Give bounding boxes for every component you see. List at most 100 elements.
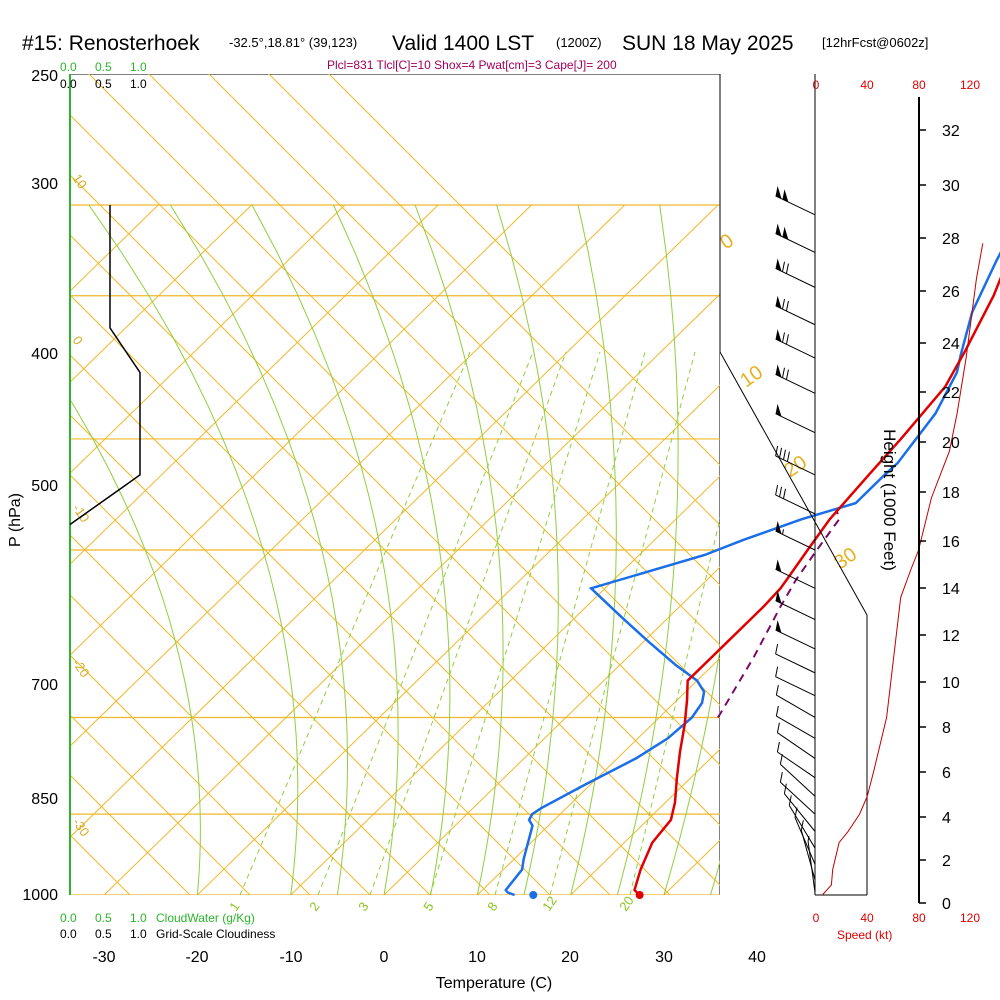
cloudiness-profile [69, 205, 141, 526]
wind-barb [775, 258, 816, 288]
wind-barb [776, 722, 816, 759]
height-tick-label: 12 [942, 628, 960, 645]
temp-tick-label: 40 [748, 949, 766, 966]
cloudwater-tick-bottom: 1.0 [130, 911, 147, 925]
mixing-ratio-label: 2 [306, 899, 322, 914]
pressure-tick-label: 300 [31, 176, 58, 193]
temp-tick-label: 30 [655, 949, 673, 966]
plot-frame [70, 74, 720, 895]
isotherm-line [70, 204, 252, 383]
pressure-tick-label: 250 [31, 68, 58, 85]
dry-adiabat-line [70, 474, 491, 895]
height-tick-label: 6 [942, 765, 951, 782]
mixing-ratio-line [317, 351, 534, 895]
height-axis-label: Height (1000 Feet) [880, 429, 899, 571]
cloudiness-tick-bottom: 0.0 [60, 927, 77, 941]
isotherm-line [383, 566, 720, 895]
cloudwater-tick-bottom: 0.5 [95, 911, 112, 925]
wind-barbs [775, 185, 816, 893]
height-tick-label: 2 [942, 853, 951, 870]
speed-tick-bottom: 40 [860, 911, 874, 925]
dry-adiabat-line [268, 74, 720, 526]
stability-params: Plcl=831 Tlcl[C]=10 Shox=4 Pwat[cm]=3 Ca… [327, 58, 617, 72]
wind-barb [775, 295, 816, 326]
station-coords: -32.5°,18.81° (39,123) [229, 35, 357, 50]
wind-barb [775, 185, 816, 216]
pressure-axis: 250 300 400 500 700 850 1000 [22, 68, 58, 904]
isotherm-line [570, 748, 720, 895]
pressure-tick-label: 850 [31, 791, 58, 808]
cloudwater-tick-bottom: 0.0 [60, 911, 77, 925]
adiabat-label: 10 [70, 171, 91, 191]
pressure-tick-label: 400 [31, 346, 58, 363]
wind-barb [775, 445, 816, 476]
temperature-profile [633, 276, 1000, 896]
height-tick-label: 32 [942, 123, 960, 140]
dry-adiabat-line [70, 354, 611, 895]
wind-barb [779, 754, 816, 797]
cloudwater-label: CloudWater (g/Kg) [156, 911, 255, 925]
speed-tick-top: 0 [813, 78, 820, 92]
wind-barb [775, 364, 816, 394]
dry-adiabat-line [70, 294, 671, 895]
wind-barb [775, 666, 816, 697]
temp-tick-label: -10 [279, 949, 302, 966]
speed-tick-bottom: 0 [813, 911, 820, 925]
height-tick-label: 18 [942, 485, 960, 502]
wind-barb [775, 521, 816, 551]
moist-adiabat-line [616, 204, 679, 895]
moist-adiabat-line [757, 205, 839, 895]
moist-adiabat-line [88, 204, 299, 895]
height-tick-label: 16 [942, 534, 960, 551]
isotherm-line [757, 205, 1000, 895]
height-tick-label: 0 [942, 896, 951, 913]
theta-e-label: 10 [736, 361, 767, 392]
mixing-ratio-label: 12 [539, 893, 560, 913]
cloudiness-tick-top: 1.0 [130, 77, 147, 91]
wind-speed-profile [822, 243, 984, 896]
cloudiness-tick-top: 0.0 [60, 77, 77, 91]
dry-adiabat-line [0, 0, 10, 895]
valid-date: SUN 18 May 2025 [622, 32, 794, 55]
wind-barb [800, 820, 816, 880]
height-tick-label: 24 [942, 336, 960, 353]
wind-barb [775, 590, 816, 621]
height-tick-label: 10 [942, 675, 960, 692]
speed-tick-top: 80 [912, 78, 926, 92]
mixing-ratio-line [629, 516, 720, 895]
dry-adiabat-line [70, 654, 311, 895]
speed-tick-bottom: 120 [960, 911, 980, 925]
dry-adiabat-line [148, 74, 720, 646]
wind-barb [783, 783, 816, 832]
moist-adiabat-line [333, 204, 451, 895]
valid-utc: (1200Z) [556, 35, 602, 50]
speed-label: Speed (kt) [837, 928, 892, 942]
wind-barb [794, 807, 816, 865]
y-axis-label: P (hPa) [7, 493, 24, 547]
pressure-tick-label: 1000 [22, 887, 58, 904]
moist-adiabat-line [169, 204, 349, 895]
mixing-ratio-line [549, 351, 696, 895]
wind-barb [779, 772, 816, 815]
mixing-ratio-line [429, 351, 601, 895]
wind-barb [775, 484, 816, 515]
height-tick-label: 4 [942, 810, 951, 827]
valid-time: Valid 1400 LST [392, 32, 534, 55]
temp-tick-label: 20 [561, 949, 579, 966]
cloudiness-label: Grid-Scale Cloudiness [156, 927, 275, 941]
speed-panel-outline [719, 74, 868, 895]
temp-tick-label: -20 [185, 949, 208, 966]
wind-barb [776, 741, 816, 779]
height-tick-label: 30 [942, 178, 960, 195]
mixing-ratio-label: 3 [355, 899, 371, 914]
height-tick-label: 22 [942, 385, 960, 402]
mixing-ratio-line [369, 351, 567, 895]
dry-adiabat-line [88, 74, 720, 706]
speed-tick-bottom: 80 [912, 911, 926, 925]
moist-adiabat-line [570, 204, 617, 895]
dry-adiabat-line [70, 414, 551, 895]
dry-adiabat-line [70, 534, 431, 895]
moist-adiabat-line [663, 647, 720, 895]
